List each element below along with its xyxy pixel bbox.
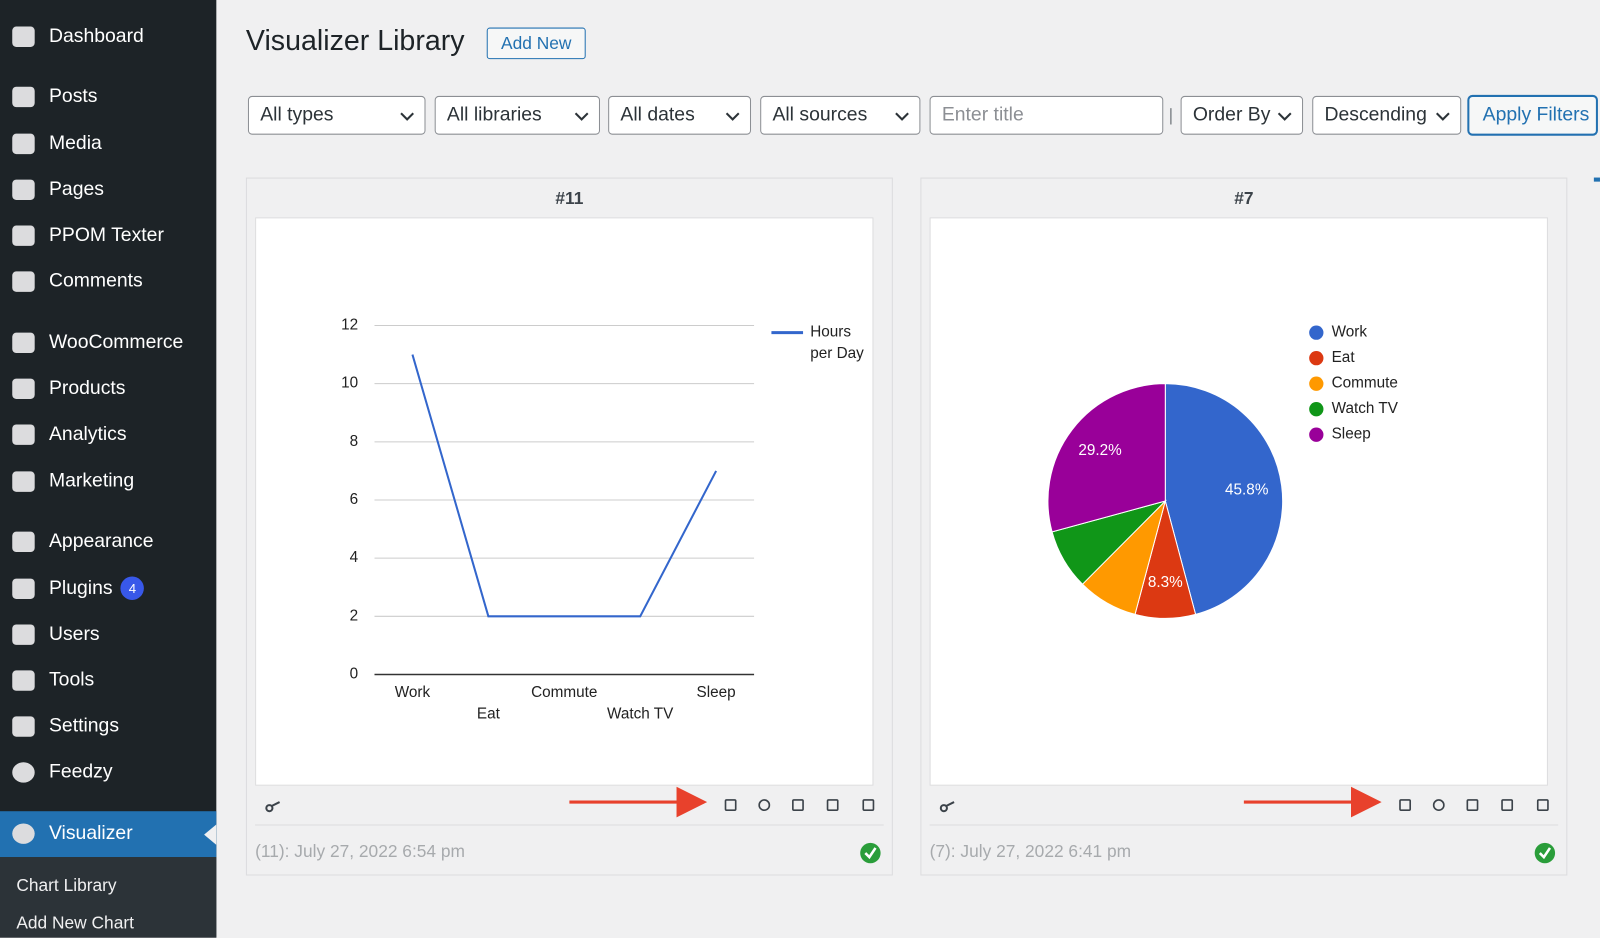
chart-area bbox=[255, 217, 874, 786]
menu-item[interactable]: Products bbox=[49, 377, 126, 401]
caret bbox=[1436, 112, 1450, 121]
menu-item[interactable]: Visualizer bbox=[49, 821, 133, 845]
menu-item[interactable]: Dashboard bbox=[49, 24, 144, 48]
menu-label[interactable]: Appearance bbox=[48, 530, 154, 553]
menu-icon bbox=[12, 133, 35, 155]
submenu-item[interactable]: Chart Library bbox=[16, 875, 117, 895]
menu-item[interactable]: Settings bbox=[49, 714, 119, 738]
menu-label[interactable]: Settings bbox=[48, 715, 120, 737]
order-select[interactable]: Descending bbox=[1312, 95, 1462, 135]
menu-icon bbox=[12, 471, 35, 492]
menu-item[interactable]: Pages bbox=[49, 178, 104, 202]
menu-item[interactable]: Marketing bbox=[49, 469, 134, 493]
menu-item[interactable]: Comments bbox=[49, 269, 143, 293]
menu-label[interactable]: Analytics bbox=[48, 423, 127, 445]
menu-label[interactable]: Visualizer bbox=[48, 822, 133, 844]
select-label: Order By bbox=[1192, 104, 1271, 126]
menu-icon bbox=[12, 179, 35, 200]
edge-marker bbox=[1593, 177, 1600, 182]
select-label: Descending bbox=[1324, 104, 1427, 126]
menu-label[interactable]: WooCommerce bbox=[48, 331, 184, 354]
active-menu-highlight bbox=[0, 811, 217, 858]
active-notch bbox=[204, 824, 217, 845]
menu-label[interactable]: Users bbox=[48, 623, 100, 645]
menu-label[interactable]: PPOM Texter bbox=[48, 224, 164, 246]
filter-select[interactable]: All dates bbox=[608, 95, 752, 135]
menu-label[interactable]: Media bbox=[48, 132, 102, 155]
menu-label[interactable]: Products bbox=[48, 377, 126, 399]
title-input[interactable]: Enter title bbox=[929, 95, 1164, 135]
order-select[interactable]: Order By bbox=[1180, 95, 1304, 135]
submenu-item[interactable]: Add New Chart bbox=[16, 913, 134, 933]
select-label: All libraries bbox=[446, 104, 542, 126]
caret bbox=[725, 112, 740, 121]
select-label: All types bbox=[260, 104, 334, 126]
page-title: Visualizer Library bbox=[245, 24, 465, 57]
caret bbox=[574, 112, 589, 121]
menu-item[interactable]: Users bbox=[49, 622, 100, 646]
menu-item[interactable]: Plugins 4 bbox=[48, 577, 145, 601]
menu-label[interactable]: Feedzy bbox=[48, 761, 113, 783]
caret bbox=[1277, 112, 1292, 121]
filter-select[interactable]: All sources bbox=[760, 95, 921, 135]
card-date: (11): July 27, 2022 6:54 pm bbox=[255, 841, 465, 862]
card-date: (7): July 27, 2022 6:41 pm bbox=[929, 841, 1132, 862]
menu-icon bbox=[12, 225, 35, 246]
chart-card: #7 (7): July 27, 2022 6:41 pm bbox=[920, 177, 1568, 876]
add-new-button[interactable]: Add New bbox=[486, 27, 586, 60]
menu-label[interactable]: Pages bbox=[48, 178, 104, 200]
menu-item[interactable]: PPOM Texter bbox=[49, 223, 164, 247]
menu-item[interactable]: Appearance bbox=[49, 530, 154, 554]
menu-label[interactable]: Dashboard bbox=[48, 25, 144, 47]
separator bbox=[1170, 108, 1172, 125]
apply-button[interactable]: Apply Filters bbox=[1468, 95, 1597, 135]
menu-item[interactable]: Posts bbox=[49, 85, 98, 109]
menu-icon bbox=[12, 762, 35, 783]
menu-item[interactable]: Tools bbox=[49, 668, 94, 692]
menu-icon bbox=[12, 624, 35, 645]
menu-icon bbox=[12, 271, 35, 292]
menu-label[interactable]: Tools bbox=[48, 669, 95, 691]
menu-label[interactable]: Posts bbox=[48, 85, 98, 108]
menu-icon bbox=[12, 378, 35, 399]
filter-select[interactable]: All libraries bbox=[434, 95, 600, 135]
card-id: #11 bbox=[555, 188, 584, 209]
chart-area bbox=[929, 217, 1548, 786]
update-badge: 4 bbox=[120, 577, 145, 601]
submenu-bg bbox=[0, 857, 217, 938]
menu-icon bbox=[12, 716, 35, 737]
menu-item[interactable]: Analytics bbox=[49, 422, 127, 446]
caret bbox=[400, 112, 414, 121]
menu-icon bbox=[12, 332, 35, 354]
menu-item[interactable]: Media bbox=[49, 132, 102, 156]
divider bbox=[255, 824, 884, 826]
admin-sidebar: Dashboard Posts Media Pages PPOM Texter Comme… bbox=[0, 0, 217, 938]
menu-icon bbox=[12, 670, 35, 691]
chart-card: #11 (11): July 27, 2022 6:54 pm bbox=[245, 177, 893, 876]
menu-icon bbox=[12, 424, 35, 445]
menu-icon bbox=[12, 823, 35, 844]
menu-label[interactable]: Marketing bbox=[48, 470, 135, 492]
menu-icon bbox=[12, 531, 35, 553]
caret bbox=[895, 112, 909, 121]
menu-item[interactable]: Feedzy bbox=[49, 760, 113, 784]
menu-item[interactable]: WooCommerce bbox=[49, 331, 183, 355]
card-id: #7 bbox=[1234, 188, 1254, 209]
menu-icon bbox=[12, 578, 35, 599]
menu-icon bbox=[12, 86, 35, 108]
menu-icon bbox=[12, 26, 35, 47]
select-label: All dates bbox=[620, 104, 695, 126]
divider bbox=[929, 824, 1559, 826]
filter-select[interactable]: All types bbox=[247, 95, 426, 135]
select-label: All sources bbox=[772, 104, 868, 126]
menu-label[interactable]: Comments bbox=[48, 270, 143, 292]
menu-label[interactable]: Plugins bbox=[48, 577, 113, 599]
